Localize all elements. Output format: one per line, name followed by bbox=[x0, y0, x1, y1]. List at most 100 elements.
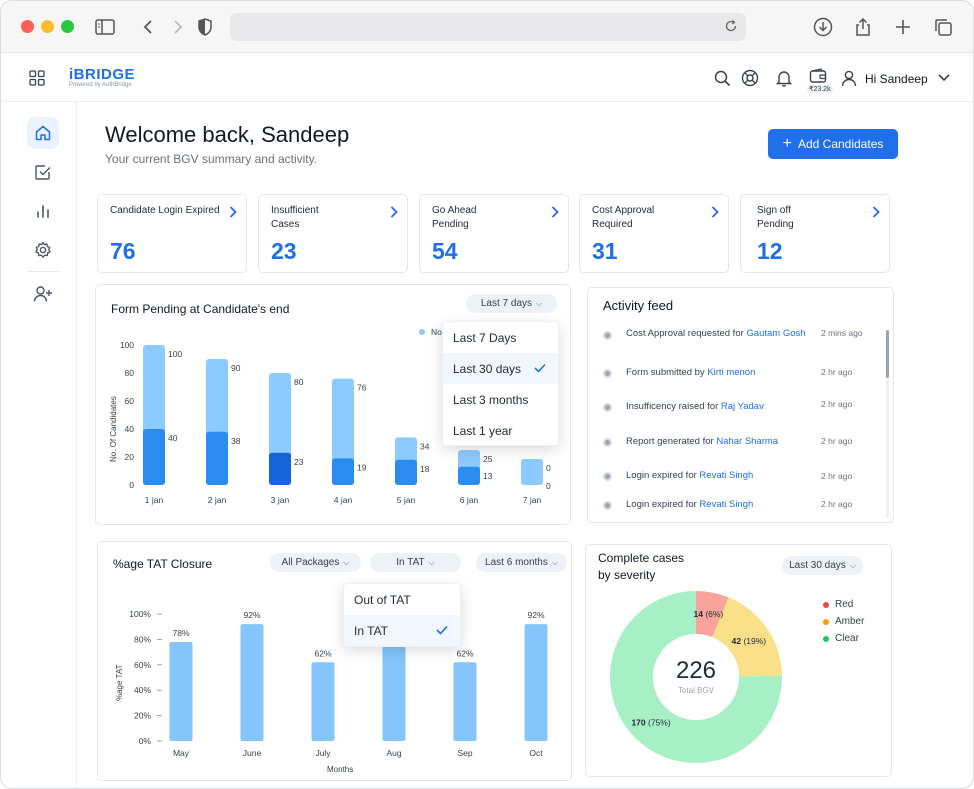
sidebar-item-tasks[interactable] bbox=[27, 156, 59, 188]
logo-name: iBRIDGE bbox=[69, 66, 136, 83]
bar-pending bbox=[395, 459, 417, 485]
shield-icon[interactable] bbox=[193, 15, 217, 39]
x-tick-label: July bbox=[315, 748, 331, 758]
bar bbox=[240, 624, 264, 741]
chevron-down-icon[interactable] bbox=[934, 68, 954, 88]
download-icon[interactable] bbox=[811, 15, 835, 39]
sidebar-item-home[interactable] bbox=[27, 117, 59, 149]
x-tick-label: Sep bbox=[457, 748, 472, 758]
new-tab-icon[interactable] bbox=[891, 15, 915, 39]
user-icon[interactable] bbox=[839, 68, 859, 88]
data-label: 62% bbox=[314, 648, 331, 658]
bell-icon[interactable] bbox=[774, 68, 794, 88]
sidebar-toggle-icon[interactable] bbox=[93, 15, 117, 39]
option-label: Last 1 year bbox=[453, 423, 513, 438]
y-tick-label: 0% bbox=[139, 736, 152, 746]
search-icon[interactable] bbox=[712, 68, 732, 88]
tat-filter[interactable]: In TAT ⌵ bbox=[370, 553, 461, 572]
legend-label: No bbox=[431, 327, 442, 337]
bar-pending bbox=[458, 466, 480, 485]
stat-card-login-expired[interactable]: Candidate Login Expired 76 bbox=[97, 194, 247, 273]
y-tick-label: 100% bbox=[129, 609, 151, 619]
wallet-icon[interactable] bbox=[808, 66, 828, 86]
donut-hole bbox=[653, 634, 739, 720]
close-window-button[interactable] bbox=[21, 20, 34, 33]
home-icon bbox=[35, 125, 51, 141]
checkbox-icon bbox=[35, 165, 51, 180]
dropdown-option-out-of-tat[interactable]: Out of TAT bbox=[344, 584, 460, 615]
sidebar-item-add-user[interactable] bbox=[27, 278, 59, 310]
bar-pending bbox=[143, 429, 165, 485]
y-tick-label: 20% bbox=[134, 711, 151, 721]
share-icon[interactable] bbox=[851, 15, 875, 39]
data-label: 78% bbox=[172, 628, 189, 638]
minimize-window-button[interactable] bbox=[41, 20, 54, 33]
period-filter[interactable]: Last 6 months ⌵ bbox=[476, 553, 567, 572]
address-bar[interactable] bbox=[230, 13, 746, 41]
slice-label: 170 (75%) bbox=[631, 718, 670, 728]
sidebar bbox=[1, 102, 77, 788]
app-logo[interactable]: iBRIDGE Powered by AuthBridge bbox=[69, 66, 135, 88]
support-icon[interactable] bbox=[740, 68, 760, 88]
activity-text: Form submitted by Kirti menon bbox=[626, 367, 756, 378]
data-label: 13 bbox=[483, 471, 493, 481]
apps-grid-icon[interactable] bbox=[27, 68, 47, 88]
scrollbar-track[interactable] bbox=[886, 378, 889, 518]
x-tick-label: Aug bbox=[386, 748, 401, 758]
bar-chart-icon bbox=[37, 205, 49, 218]
stat-card-sign-off[interactable]: Sign off Pending 12 bbox=[740, 194, 890, 273]
sidebar-item-settings[interactable] bbox=[27, 234, 59, 266]
chevron-right-icon bbox=[390, 205, 398, 223]
legend-swatch bbox=[823, 635, 829, 642]
y-tick-label: 40 bbox=[125, 424, 135, 434]
packages-filter[interactable]: All Packages ⌵ bbox=[270, 553, 361, 572]
dropdown-option-last-1-year[interactable]: Last 1 year bbox=[443, 415, 558, 446]
dropdown-option-last-3-months[interactable]: Last 3 months bbox=[443, 384, 558, 415]
page-subtitle: Your current BGV summary and activity. bbox=[105, 152, 318, 166]
dropdown-option-last-30-days[interactable]: Last 30 days bbox=[443, 353, 558, 384]
x-tick-label: 1 jan bbox=[145, 495, 164, 505]
forward-icon[interactable] bbox=[166, 15, 190, 39]
tat-dropdown-menu: Out of TAT In TAT bbox=[343, 583, 461, 647]
reload-icon[interactable] bbox=[724, 19, 738, 38]
bar bbox=[524, 624, 548, 741]
donut-slice bbox=[712, 597, 782, 677]
scrollbar-thumb[interactable] bbox=[886, 330, 889, 378]
stat-card-cost-approval[interactable]: Cost Approval Required 31 bbox=[579, 194, 729, 273]
form-pending-filter[interactable]: Last 7 days ⌵ bbox=[466, 294, 557, 313]
activity-text: Insufficency raised for Raj Yadav bbox=[626, 401, 764, 412]
timeline-dot bbox=[603, 403, 612, 412]
stat-card-insufficient[interactable]: Insufficient Cases 23 bbox=[258, 194, 408, 273]
legend-swatch bbox=[419, 329, 425, 335]
timeline-dot bbox=[603, 369, 612, 378]
sidebar-item-reports[interactable] bbox=[27, 195, 59, 227]
severity-period-filter[interactable]: Last 30 days ⌵ bbox=[782, 556, 863, 575]
tabs-overview-icon[interactable] bbox=[931, 15, 955, 39]
dropdown-option-in-tat[interactable]: In TAT bbox=[344, 615, 460, 646]
donut-slice bbox=[610, 591, 782, 763]
dropdown-option-last-7-days[interactable]: Last 7 Days bbox=[443, 322, 558, 353]
y-tick-label: 60% bbox=[134, 660, 151, 670]
option-label: In TAT bbox=[354, 623, 389, 638]
tat-closure-chart: 0% 20% 40% 60% 80% 100% 78% May 92% June 62% July Au… bbox=[129, 609, 548, 758]
chevron-down-icon: ⌵ bbox=[343, 557, 350, 567]
back-icon[interactable] bbox=[136, 15, 160, 39]
bar bbox=[311, 662, 335, 741]
filter-label: Last 6 months bbox=[485, 557, 548, 568]
add-candidates-button[interactable]: + Add Candidates bbox=[768, 129, 898, 159]
x-tick-label: 2 jan bbox=[208, 495, 227, 505]
stat-value: 12 bbox=[757, 238, 783, 264]
y-tick-label: 40% bbox=[134, 685, 151, 695]
data-label: 92% bbox=[243, 610, 260, 620]
check-icon bbox=[436, 624, 448, 638]
maximize-window-button[interactable] bbox=[61, 20, 74, 33]
stat-card-go-ahead[interactable]: Go Ahead Pending 54 bbox=[419, 194, 569, 273]
chevron-right-icon bbox=[551, 205, 559, 223]
x-tick-label: 3 jan bbox=[271, 495, 290, 505]
user-greeting[interactable]: Hi Sandeep bbox=[865, 72, 928, 86]
legend-item-amber: Amber bbox=[823, 616, 864, 627]
tat-closure-title: %age TAT Closure bbox=[113, 557, 213, 571]
timeline-dot bbox=[603, 438, 612, 447]
x-tick-label: 4 jan bbox=[334, 495, 353, 505]
